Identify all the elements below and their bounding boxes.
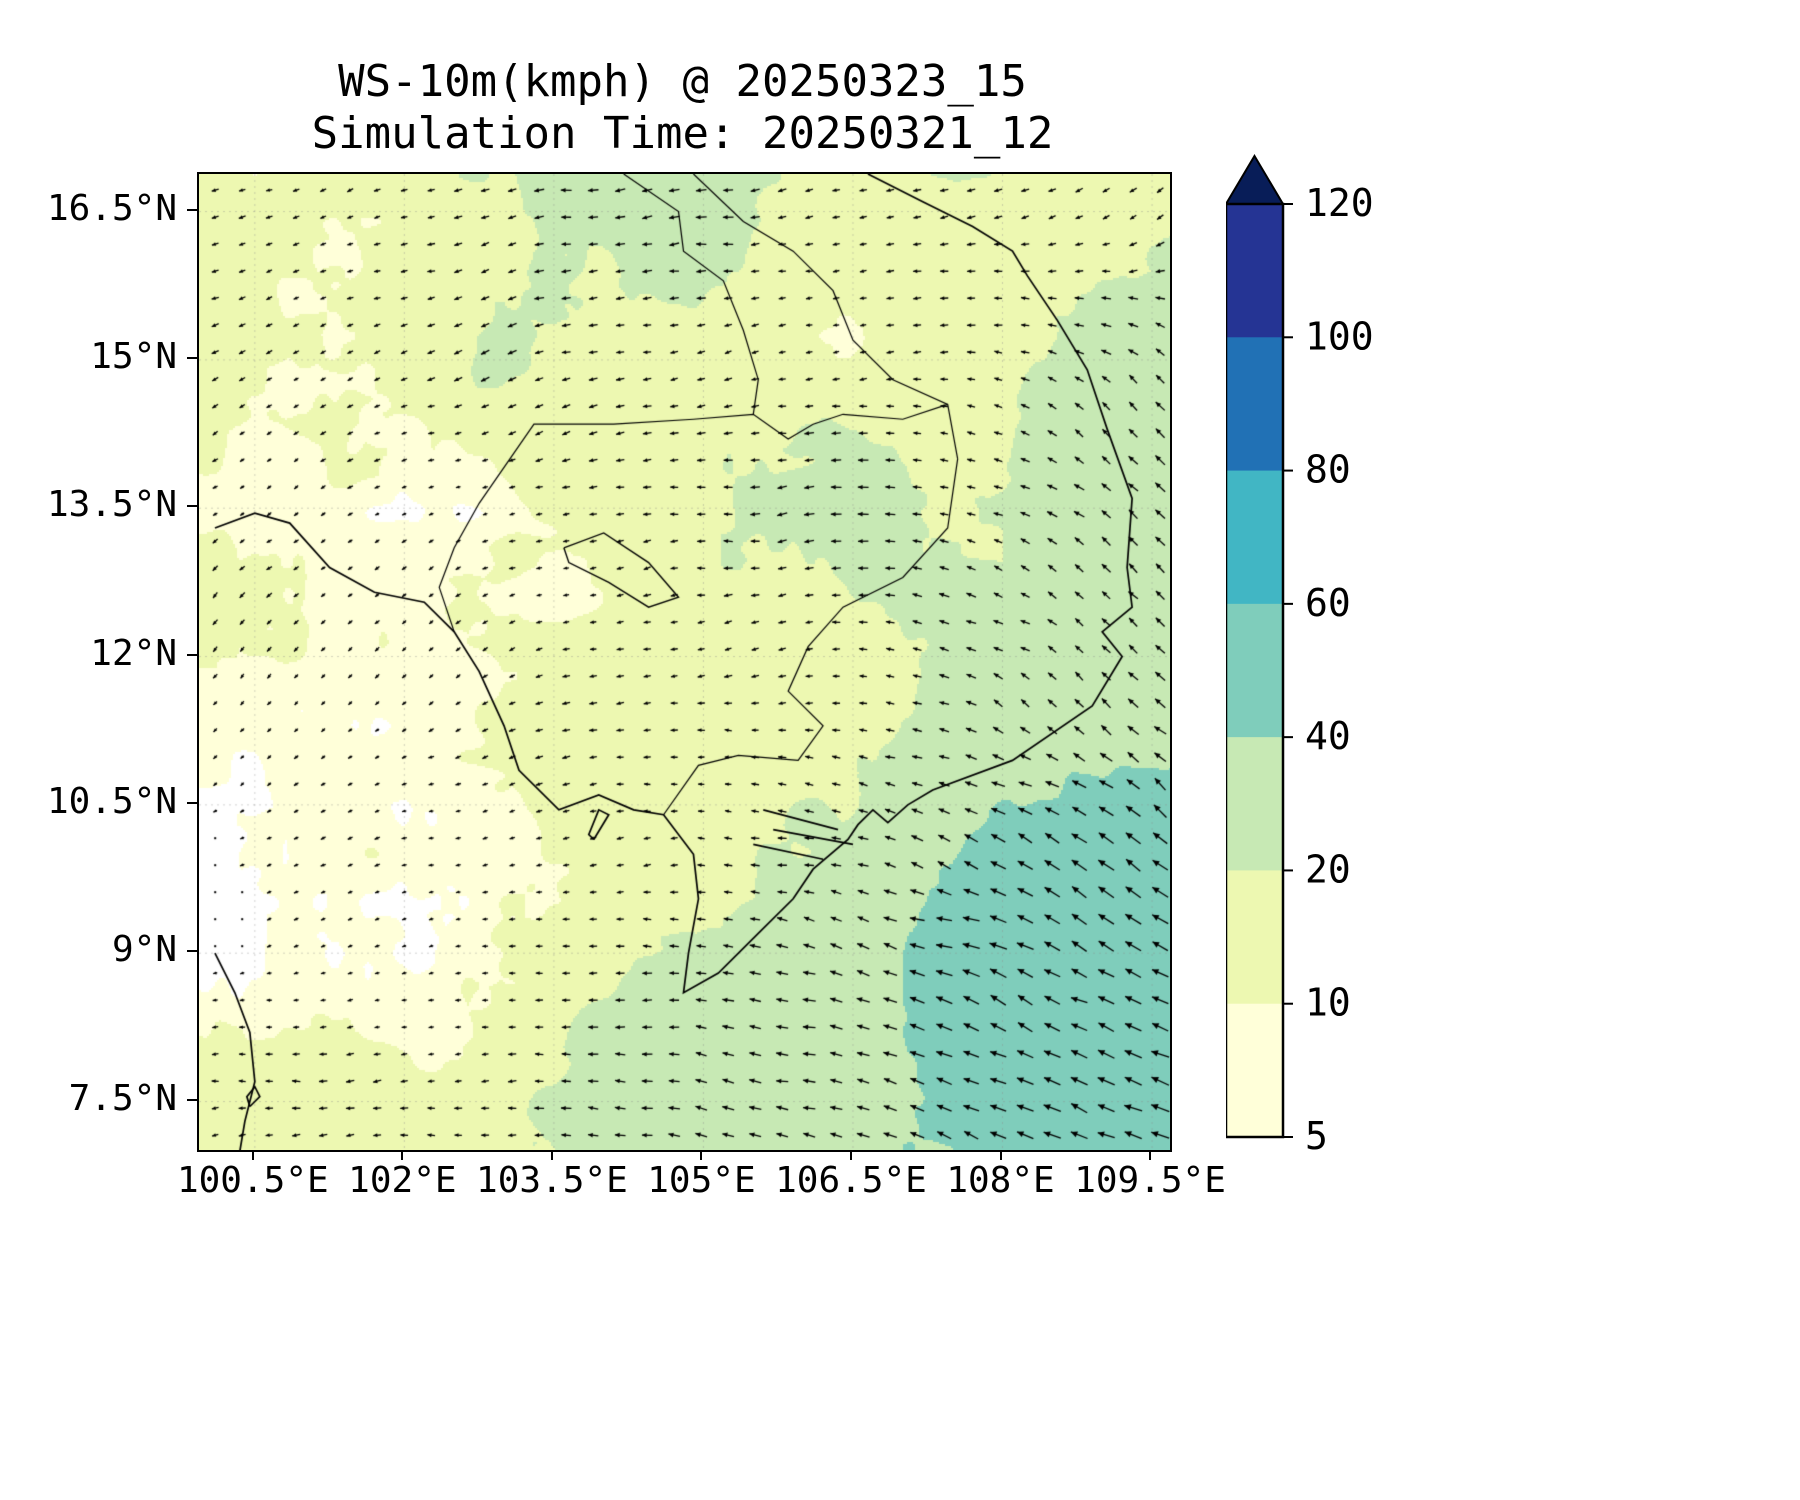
colorbar-frame (1224, 202, 1285, 1139)
y-tick-mark (187, 801, 197, 804)
y-tick-mark (187, 208, 197, 211)
x-tick-mark (999, 1150, 1002, 1160)
colorbar-segment (1226, 1003, 1283, 1138)
title-line-1: WS-10m(kmph) @ 20250323_15 (338, 56, 1027, 107)
x-tick-label: 100.5°E (176, 1160, 329, 1201)
colorbar-segment (1226, 737, 1283, 872)
colorbar-segment (1226, 470, 1283, 605)
x-tick-label: 106.5°E (775, 1160, 927, 1201)
x-tick-label: 103.5°E (476, 1160, 628, 1201)
colorbar-segment (1226, 870, 1283, 1005)
y-tick-label: 13.5°N (46, 484, 177, 526)
map-plot-frame (197, 172, 1172, 1152)
figure-title: WS-10m(kmph) @ 20250323_15 Simulation Ti… (197, 56, 1168, 160)
colorbar-svg: 5 10 20 40 60 80 100 120 (1224, 154, 1374, 1158)
x-tick-mark (700, 1150, 703, 1160)
colorbar-extend-arrow (1224, 154, 1285, 205)
colorbar-segment (1226, 337, 1283, 472)
colorbar-tick-label: 60 (1305, 581, 1351, 625)
colorbar-tick-label: 80 (1305, 448, 1351, 492)
colorbar-segment (1226, 204, 1283, 339)
y-tick-mark (187, 653, 197, 656)
x-tick-label: 108°E (946, 1160, 1055, 1201)
y-tick-mark (187, 1098, 197, 1101)
wind-map-canvas (199, 174, 1170, 1150)
x-tick-mark (550, 1150, 553, 1160)
colorbar-tick-label: 5 (1305, 1114, 1328, 1158)
y-tick-mark (187, 505, 197, 508)
title-line-2: Simulation Time: 20250321_12 (311, 108, 1054, 159)
colorbar-segment (1226, 603, 1283, 738)
colorbar-tick-label: 40 (1305, 714, 1351, 758)
y-tick-label: 9°N (111, 929, 177, 971)
colorbar: 5 10 20 40 60 80 100 120 (1224, 150, 1446, 1184)
x-tick-label: 102°E (348, 1160, 457, 1201)
x-tick-label: 105°E (647, 1160, 756, 1201)
y-tick-label: 16.5°N (46, 187, 177, 229)
y-tick-label: 12°N (90, 632, 177, 674)
x-tick-label: 109.5°E (1074, 1160, 1226, 1201)
x-tick-mark (251, 1150, 254, 1160)
x-tick-mark (401, 1150, 404, 1160)
y-tick-label: 7.5°N (68, 1077, 177, 1119)
y-tick-mark (187, 950, 197, 953)
x-tick-mark (849, 1150, 852, 1160)
x-tick-mark (1149, 1150, 1152, 1160)
colorbar-tick-label: 10 (1305, 981, 1351, 1025)
y-tick-label: 10.5°N (46, 780, 177, 822)
y-tick-label: 15°N (90, 335, 177, 377)
colorbar-tick-label: 20 (1305, 847, 1351, 891)
y-tick-mark (187, 356, 197, 359)
colorbar-tick-label: 100 (1305, 314, 1374, 358)
colorbar-tick-label: 120 (1305, 181, 1374, 225)
